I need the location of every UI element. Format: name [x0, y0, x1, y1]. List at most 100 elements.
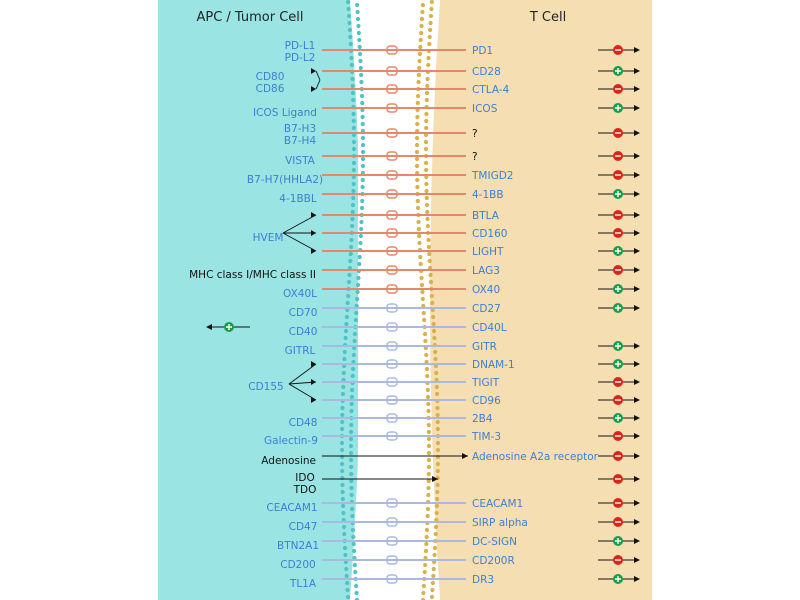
receptor-label: LIGHT: [472, 246, 504, 258]
membrane-lipid-left: [346, 0, 351, 5]
membrane-lipid-left: [357, 51, 363, 57]
membrane-lipid-left: [350, 90, 356, 96]
membrane-lipid-left: [348, 450, 354, 456]
membrane-lipid-left: [350, 513, 355, 519]
effect-arrowhead: [634, 343, 640, 349]
effect-arrowhead: [634, 361, 640, 367]
membrane-lipid-right: [418, 254, 423, 260]
membrane-lipid-right: [435, 426, 440, 432]
effect-arrowhead: [634, 191, 640, 197]
interaction-row: BTLA: [282, 210, 640, 234]
membrane-lipid-left: [349, 492, 354, 498]
membrane-lipid-right: [435, 447, 441, 453]
receptor-label: GITR: [472, 341, 497, 353]
membrane-lipid-left: [348, 41, 353, 47]
membrane-lipid-left: [350, 387, 355, 393]
plus-glyph: [615, 538, 621, 544]
receptor-label: TMIGD2: [471, 170, 513, 182]
interaction-row: DNAM-1: [288, 359, 640, 385]
receptor-glyph: [386, 103, 398, 113]
interaction-row: 4-1BBL 4-1BB: [279, 189, 640, 205]
membrane-lipid-left: [340, 419, 345, 425]
membrane-lipid-left: [350, 209, 355, 215]
ligand-label: BTN2A1: [277, 540, 319, 552]
membrane-lipid-left: [340, 496, 345, 502]
membrane-lipid-right: [420, 9, 425, 15]
membrane-lipid-left: [350, 527, 356, 533]
receptor-glyph: [386, 246, 398, 256]
ligand-label: OX40L: [283, 288, 317, 300]
membrane-lipid-left: [359, 72, 364, 78]
receptor-label: CEACAM1: [472, 498, 523, 510]
ligand-label: CD47: [289, 521, 318, 533]
membrane-lipid-left: [354, 597, 360, 600]
ligand-label: GITRL: [285, 345, 316, 357]
receptor-label: ?: [472, 151, 478, 163]
receptor-glyph: [386, 536, 398, 546]
ligand-label: TL1A: [289, 578, 317, 590]
membrane-lipid-left: [357, 254, 362, 260]
ligand-label: CD86: [256, 83, 285, 95]
membrane-lipid-right: [432, 335, 437, 341]
membrane-lipid-right: [433, 531, 438, 537]
membrane-lipid-left: [340, 426, 345, 432]
interaction-row: TL1A DR3: [289, 574, 640, 590]
membrane-lipid-right: [415, 184, 420, 190]
fan-arrowhead: [311, 361, 316, 367]
receptor-glyph: [386, 395, 398, 405]
apc-cell-region: [158, 0, 358, 600]
membrane-lipid-right: [424, 527, 430, 533]
membrane-lipid-right: [416, 79, 421, 85]
ligand-label: CD80: [256, 71, 285, 83]
membrane-lipid-left: [351, 548, 357, 554]
plus-glyph: [615, 105, 621, 111]
receptor-glyph: [386, 189, 398, 199]
effect-arrowhead: [634, 68, 640, 74]
membrane-lipid-left: [351, 118, 356, 124]
membrane-lipid-left: [350, 223, 355, 229]
effect-arrowhead: [634, 172, 640, 178]
plus-glyph: [615, 415, 621, 421]
membrane-lipid-left: [349, 478, 354, 484]
membrane-lipid-left: [354, 590, 359, 596]
interaction-row: MHC class I/MHC class II LAG3: [189, 265, 640, 281]
membrane-lipid-left: [360, 135, 366, 141]
effect-arrowhead: [634, 397, 640, 403]
membrane-lipid-right: [426, 464, 432, 470]
membrane-lipid-right: [427, 41, 432, 47]
membrane-lipid-right: [415, 177, 420, 183]
membrane-lipid-left: [341, 524, 347, 530]
membrane-lipid-right: [424, 111, 429, 117]
membrane-lipid-left: [351, 188, 356, 194]
interaction-row: CD70 CD27: [289, 303, 640, 319]
membrane-lipid-right: [417, 240, 422, 246]
membrane-lipid-right: [417, 51, 423, 57]
membrane-lipid-left: [351, 146, 357, 152]
receptor-glyph: [386, 284, 398, 294]
membrane-lipid-right: [435, 496, 440, 502]
membrane-lipid-right: [426, 401, 431, 407]
membrane-lipid-right: [424, 202, 430, 208]
membrane-lipid-left: [342, 349, 347, 355]
interaction-row: LIGHT: [282, 232, 640, 258]
membrane-lipid-left: [340, 468, 345, 474]
ligand-label: CD48: [289, 417, 318, 429]
membrane-lipid-right: [434, 384, 439, 390]
membrane-lipid-right: [434, 503, 440, 509]
fan-arrowhead: [311, 68, 316, 74]
membrane-lipid-left: [346, 6, 351, 12]
membrane-lipid-right: [415, 114, 420, 120]
membrane-lipid-left: [360, 177, 365, 183]
membrane-lipid-left: [351, 195, 356, 201]
effect-arrowhead: [206, 324, 212, 330]
receptor-glyph: [386, 413, 398, 423]
membrane-lipid-right: [432, 552, 437, 558]
membrane-lipid-left: [350, 76, 355, 82]
receptor-glyph: [386, 498, 398, 508]
membrane-lipid-right: [414, 135, 420, 141]
interaction-row: B7-H7(HHLA2) TMIGD2: [247, 170, 640, 186]
effect-arrowhead: [634, 557, 640, 563]
